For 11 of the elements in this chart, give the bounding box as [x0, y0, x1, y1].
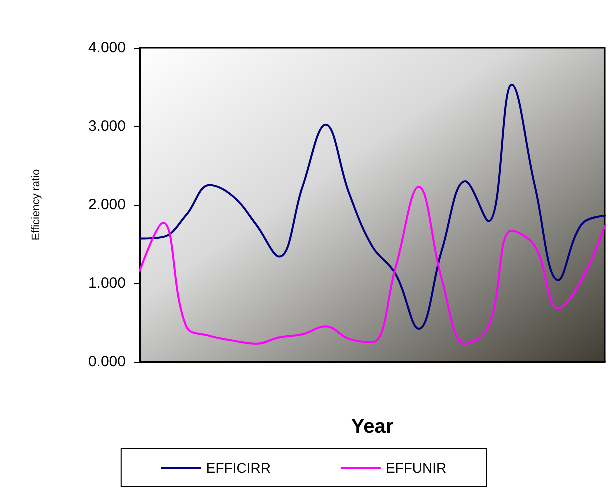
y-tick-label: 0.000	[88, 354, 126, 370]
y-tick-label: 4.000	[88, 40, 126, 56]
line-series	[139, 84, 606, 330]
y-tick-label: 3.000	[88, 118, 126, 135]
y-axis-title: Efficiency ratio	[30, 169, 42, 241]
y-tick-label: 1.000	[88, 275, 126, 292]
y-tick-label: 2.000	[88, 196, 126, 214]
legend-label: EFFUNIR	[386, 460, 447, 476]
line-series	[139, 186, 606, 345]
x-axis-title: Year	[351, 416, 394, 438]
legend-label: EFFICIRR	[206, 460, 271, 476]
